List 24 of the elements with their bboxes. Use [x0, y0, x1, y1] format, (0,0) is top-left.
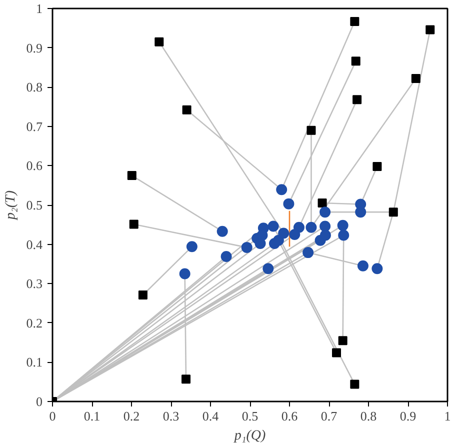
- x-axis-title: p₁(Q): [233, 428, 266, 444]
- y-tick-label: 0.4: [26, 236, 43, 252]
- x-tick-label: 0.7: [320, 408, 338, 424]
- x-tick-label: 1: [444, 408, 451, 424]
- y-tick-label: 0.1: [26, 354, 42, 370]
- x-tick-label: 0.3: [162, 408, 180, 424]
- y-tick-label: 0.3: [26, 276, 42, 292]
- x-tick-label: 0.4: [202, 408, 220, 424]
- y-tick-label: 0.2: [26, 315, 42, 330]
- y-tick-label: 0.7: [26, 118, 43, 134]
- x-tick-label: 0.6: [281, 408, 298, 424]
- y-tick-label: 0.6: [26, 158, 43, 174]
- y-tick-label: 0.8: [26, 80, 42, 95]
- y-axis-title: p₂(T): [3, 190, 18, 220]
- x-tick-label: 0.1: [84, 408, 100, 424]
- y-tick-label: 0: [36, 394, 42, 409]
- x-tick-label: 0: [49, 408, 56, 424]
- x-tick-label: 0.9: [400, 408, 416, 424]
- y-tick-label: 0.5: [26, 198, 42, 212]
- x-tick-label: 0.2: [123, 408, 140, 424]
- x-tick-label: 0.8: [360, 408, 377, 424]
- y-tick-label: 1: [36, 1, 42, 16]
- x-tick-label: 0.5: [242, 408, 258, 424]
- y-tick-label: 0.9: [26, 40, 42, 56]
